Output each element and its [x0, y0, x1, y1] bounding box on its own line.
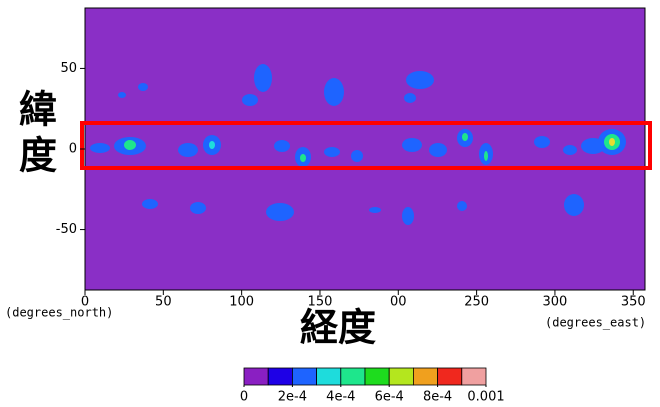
- y-axis-title: 緯: [19, 88, 57, 132]
- y-axis-title: 度: [19, 134, 57, 178]
- colorbar-box: [412, 367, 438, 386]
- colorbar-label: 4e-4: [326, 390, 355, 405]
- y-tick-label: 50: [60, 61, 77, 76]
- x-tick-label: 350: [621, 295, 646, 310]
- highlight-box: [80, 121, 652, 170]
- colorbar-box: [437, 367, 463, 386]
- x-tick-label: 0: [81, 295, 89, 310]
- colorbar-box: [364, 367, 390, 386]
- plot-area: [84, 7, 646, 291]
- x-tick-label: 100: [229, 295, 254, 310]
- y-tick-label: -50: [56, 222, 77, 237]
- colorbar-box: [340, 367, 366, 386]
- colorbar-label: 6e-4: [375, 390, 404, 405]
- colorbar-box: [388, 367, 414, 386]
- x-tick-label: 50: [155, 295, 172, 310]
- x-tick-label: 250: [464, 295, 489, 310]
- x-axis-unit: (degrees_east): [545, 316, 646, 330]
- colorbar-label: 0.001: [467, 390, 504, 405]
- colorbar-label: 0: [240, 390, 248, 405]
- colorbar-label: 2e-4: [278, 390, 307, 405]
- colorbar-box: [316, 367, 342, 386]
- colorbar-label: 8e-4: [423, 390, 452, 405]
- x-tick-label: 00: [390, 295, 407, 310]
- plot-background: [84, 7, 646, 291]
- y-tick-label: 0: [69, 142, 77, 157]
- colorbar-box: [291, 367, 317, 386]
- colorbar-box: [461, 367, 487, 386]
- x-tick-label: 150: [308, 295, 333, 310]
- y-axis-unit: (degrees_north): [5, 306, 113, 320]
- x-axis-title: 経度: [300, 306, 376, 350]
- contour-field: [90, 64, 626, 225]
- x-tick-label: 300: [543, 295, 568, 310]
- colorbar-box: [243, 367, 269, 386]
- colorbar-box: [267, 367, 293, 386]
